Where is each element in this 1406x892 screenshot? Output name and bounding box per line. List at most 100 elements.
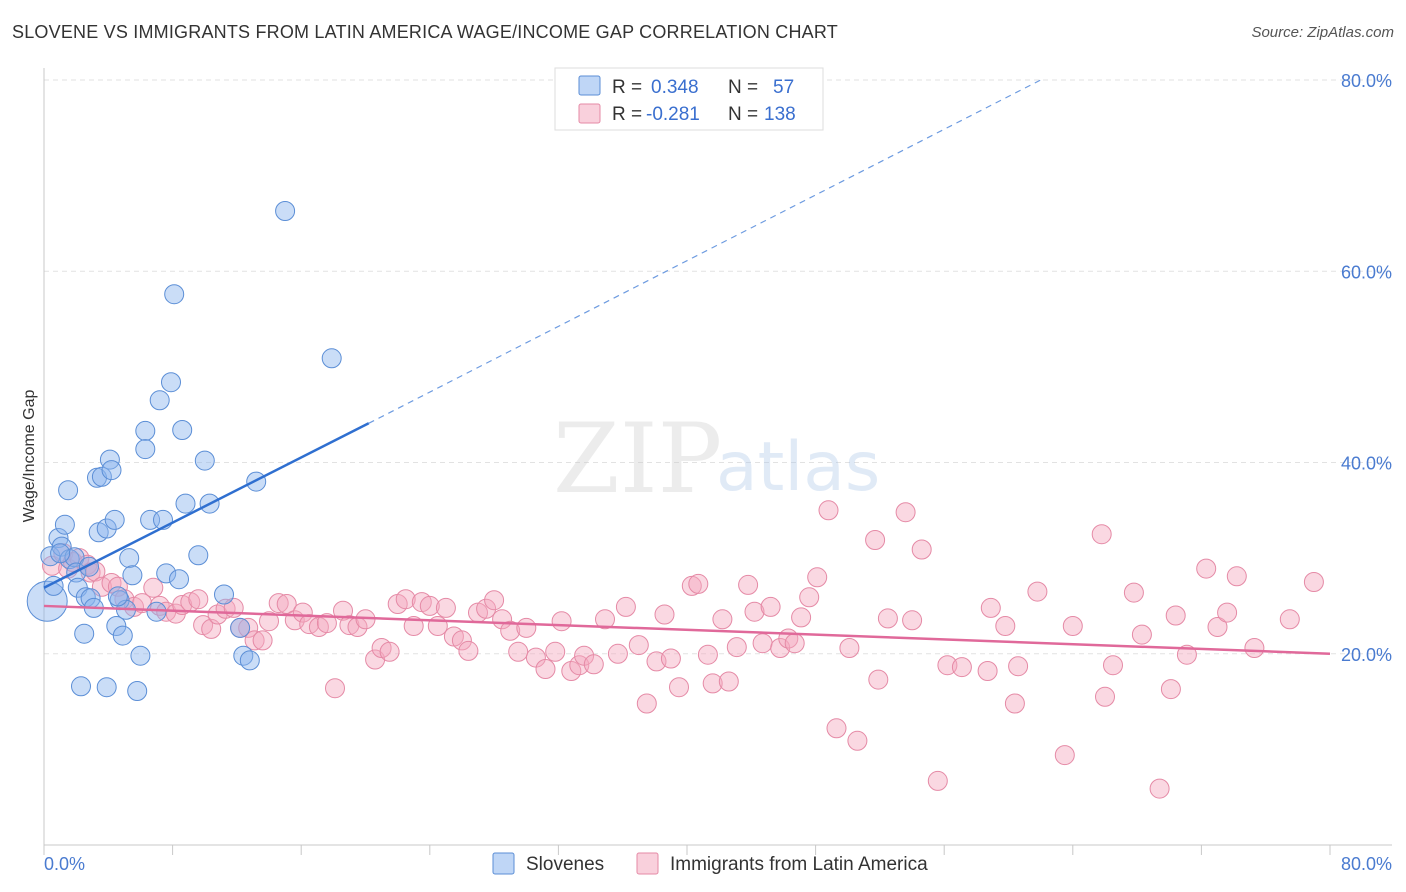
data-point-slovenes [106, 616, 127, 636]
data-point-immigrants [1165, 605, 1186, 626]
data-point-immigrants [292, 602, 313, 623]
data-point-immigrants [379, 641, 400, 662]
data-point-immigrants [1279, 609, 1300, 630]
data-point-immigrants [1054, 745, 1075, 766]
bottom-legend-swatch-immigrants [636, 852, 659, 875]
data-point-immigrants [1004, 693, 1025, 714]
data-point-immigrants [583, 654, 604, 675]
data-point-immigrants [697, 644, 718, 665]
data-point-immigrants [1226, 566, 1247, 587]
data-point-slovenes [127, 681, 148, 701]
data-point-immigrants [268, 593, 289, 614]
data-point-slovenes [214, 584, 234, 605]
y-tick-label: 60.0% [1341, 262, 1392, 282]
data-point-slovenes [119, 548, 140, 569]
data-point-slovenes [122, 565, 143, 586]
x-tick-label-min: 0.0% [44, 854, 85, 874]
data-point-immigrants [791, 607, 812, 628]
data-point-slovenes [172, 420, 193, 440]
data-point-slovenes [135, 439, 156, 460]
data-point-slovenes [79, 556, 99, 577]
series-slovenes [26, 201, 342, 701]
data-point-immigrants [188, 589, 209, 610]
legend-r-label-2: R = [612, 104, 642, 125]
data-point-immigrants [508, 641, 529, 662]
legend-r-value-2: -0.281 [646, 104, 700, 125]
data-point-immigrants [712, 609, 733, 630]
data-point-immigrants [403, 616, 424, 636]
data-point-immigrants [1008, 656, 1029, 677]
data-point-immigrants [738, 574, 759, 595]
data-point-immigrants [977, 661, 998, 681]
data-point-slovenes [96, 677, 117, 698]
trend-line-slovenes [43, 422, 370, 589]
data-point-immigrants [1176, 644, 1197, 665]
data-point-immigrants [535, 659, 556, 679]
correlation-legend: R = 0.348 N = 57 R = -0.281 N = 138 [554, 67, 824, 131]
data-point-slovenes [194, 450, 215, 471]
data-point-immigrants [1207, 617, 1228, 637]
data-point-immigrants [702, 673, 723, 694]
data-point-slovenes [54, 514, 75, 535]
data-point-slovenes [135, 420, 156, 441]
data-point-immigrants [1303, 572, 1324, 592]
data-point-immigrants [1244, 638, 1265, 658]
data-point-immigrants [726, 637, 747, 658]
data-point-immigrants [545, 641, 566, 662]
data-point-slovenes [149, 390, 170, 411]
legend-r-value-1: 0.348 [651, 77, 699, 98]
data-point-immigrants [500, 620, 521, 641]
trend-lines [43, 79, 1331, 655]
data-point-immigrants [476, 598, 497, 619]
data-point-slovenes [101, 460, 122, 481]
data-point-immigrants [325, 678, 345, 699]
data-point-immigrants [339, 615, 360, 636]
data-point-immigrants [1103, 655, 1123, 676]
data-point-slovenes [112, 625, 133, 646]
data-point-slovenes [104, 509, 125, 530]
legend-n-value-2: 138 [764, 104, 796, 125]
data-point-immigrants [951, 657, 972, 678]
data-point-slovenes [91, 466, 112, 487]
data-point-immigrants [895, 502, 916, 523]
data-point-immigrants [1027, 581, 1048, 602]
gridlines [44, 79, 1392, 655]
bottom-legend-swatch-slovenes [492, 852, 515, 875]
data-point-slovenes [239, 650, 260, 671]
series-legend: Slovenes Immigrants from Latin America [492, 852, 928, 875]
data-point-immigrants [1149, 778, 1170, 799]
y-tick-label: 80.0% [1341, 71, 1392, 91]
data-point-immigrants [847, 730, 868, 751]
data-point-slovenes [230, 617, 251, 638]
x-tick-label-max: 80.0% [1341, 854, 1392, 874]
legend-r-label-1: R = [612, 77, 642, 98]
data-point-immigrants [143, 577, 164, 598]
data-point-immigrants [628, 635, 649, 656]
data-point-immigrants [316, 613, 337, 634]
data-point-immigrants [484, 590, 505, 611]
data-point-immigrants [911, 539, 932, 560]
data-point-immigrants [238, 617, 259, 638]
data-point-slovenes [107, 586, 128, 607]
data-point-immigrants [877, 608, 898, 629]
data-point-immigrants [451, 630, 472, 651]
data-point-immigrants [937, 655, 958, 676]
data-point-immigrants [458, 640, 479, 661]
data-point-immigrants [784, 633, 805, 654]
y-tick-labels: 20.0% 40.0% 60.0% 80.0% [1341, 71, 1392, 665]
data-point-immigrants [516, 617, 537, 638]
data-point-immigrants [980, 597, 1001, 618]
data-point-immigrants [1091, 524, 1112, 545]
data-point-immigrants [688, 573, 709, 594]
chart-title: SLOVENE VS IMMIGRANTS FROM LATIN AMERICA… [12, 22, 838, 42]
bottom-legend-slovenes: Slovenes [526, 854, 604, 875]
data-point-slovenes [50, 543, 71, 564]
data-point-immigrants [654, 604, 675, 625]
data-point-immigrants [752, 633, 773, 654]
data-point-immigrants [244, 630, 265, 651]
data-point-immigrants [868, 669, 889, 690]
data-point-slovenes [175, 493, 196, 514]
data-point-immigrants [718, 671, 739, 692]
data-point-slovenes [321, 348, 342, 369]
data-point-immigrants [252, 630, 273, 651]
